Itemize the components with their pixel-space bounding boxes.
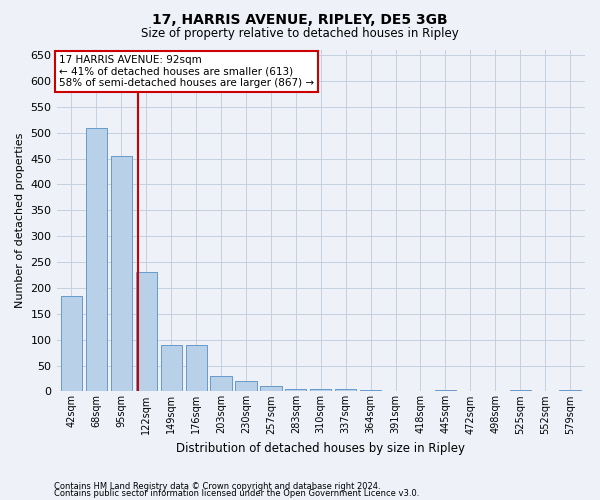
- Text: 17 HARRIS AVENUE: 92sqm
← 41% of detached houses are smaller (613)
58% of semi-d: 17 HARRIS AVENUE: 92sqm ← 41% of detache…: [59, 55, 314, 88]
- Bar: [61, 296, 82, 392]
- Bar: [485, 391, 506, 392]
- X-axis label: Distribution of detached houses by size in Ripley: Distribution of detached houses by size …: [176, 442, 465, 455]
- Bar: [260, 386, 281, 392]
- Text: 17, HARRIS AVENUE, RIPLEY, DE5 3GB: 17, HARRIS AVENUE, RIPLEY, DE5 3GB: [152, 12, 448, 26]
- Bar: [360, 390, 381, 392]
- Bar: [161, 345, 182, 392]
- Text: Contains HM Land Registry data © Crown copyright and database right 2024.: Contains HM Land Registry data © Crown c…: [54, 482, 380, 491]
- Y-axis label: Number of detached properties: Number of detached properties: [15, 133, 25, 308]
- Bar: [535, 391, 556, 392]
- Bar: [435, 390, 456, 392]
- Bar: [185, 345, 207, 392]
- Bar: [460, 391, 481, 392]
- Bar: [211, 376, 232, 392]
- Bar: [559, 390, 581, 392]
- Bar: [285, 389, 307, 392]
- Bar: [310, 389, 331, 392]
- Bar: [86, 128, 107, 392]
- Bar: [509, 390, 531, 392]
- Bar: [136, 272, 157, 392]
- Bar: [410, 391, 431, 392]
- Text: Size of property relative to detached houses in Ripley: Size of property relative to detached ho…: [141, 28, 459, 40]
- Text: Contains public sector information licensed under the Open Government Licence v3: Contains public sector information licen…: [54, 490, 419, 498]
- Bar: [235, 381, 257, 392]
- Bar: [385, 391, 406, 392]
- Bar: [111, 156, 132, 392]
- Bar: [335, 389, 356, 392]
